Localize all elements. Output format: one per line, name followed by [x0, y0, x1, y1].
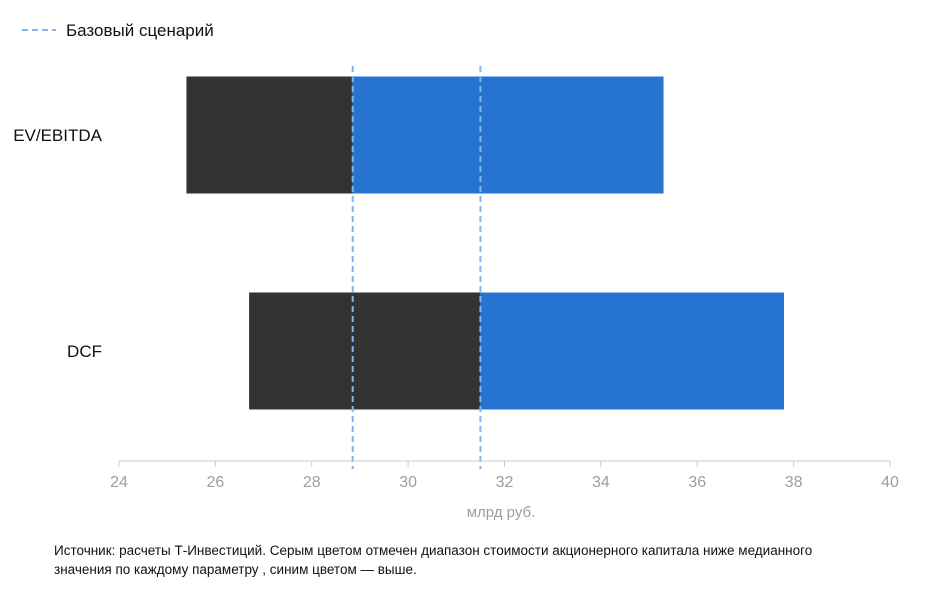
bar-above-median-1: [352, 76, 664, 194]
x-axis: 24 26 28 30 32 34 36 38 40: [110, 460, 899, 491]
x-tick-label-36: 36: [688, 474, 706, 491]
tornado-chart: Базовый сценарий EV/EBITDA DCF 24 26 28 30 32…: [13, 21, 899, 521]
x-axis-title: млрд руб.: [467, 504, 536, 521]
legend: Базовый сценарий: [22, 21, 214, 40]
bar-below-median-1: [186, 76, 353, 194]
x-tick-label-28: 28: [303, 474, 321, 491]
x-tick-label-24: 24: [110, 474, 128, 491]
bar-above-median-2: [480, 292, 784, 410]
x-tick-label-26: 26: [206, 474, 224, 491]
x-tick-label-38: 38: [785, 474, 803, 491]
category-label-2: DCF: [67, 342, 102, 361]
category-label-1: EV/EBITDA: [13, 126, 102, 145]
reference-lines: [351, 66, 482, 469]
bar-below-median-2: [249, 292, 481, 410]
x-tick-label-40: 40: [881, 474, 899, 491]
x-tick-label-34: 34: [592, 474, 610, 491]
x-tick-label-30: 30: [399, 474, 417, 491]
legend-label: Базовый сценарий: [66, 21, 214, 40]
category-labels: EV/EBITDA DCF: [13, 126, 102, 361]
bars-layer: [186, 76, 784, 410]
source-footnote: Источник: расчеты Т-Инвестиций. Серым цв…: [54, 543, 813, 577]
x-tick-label-32: 32: [496, 474, 514, 491]
